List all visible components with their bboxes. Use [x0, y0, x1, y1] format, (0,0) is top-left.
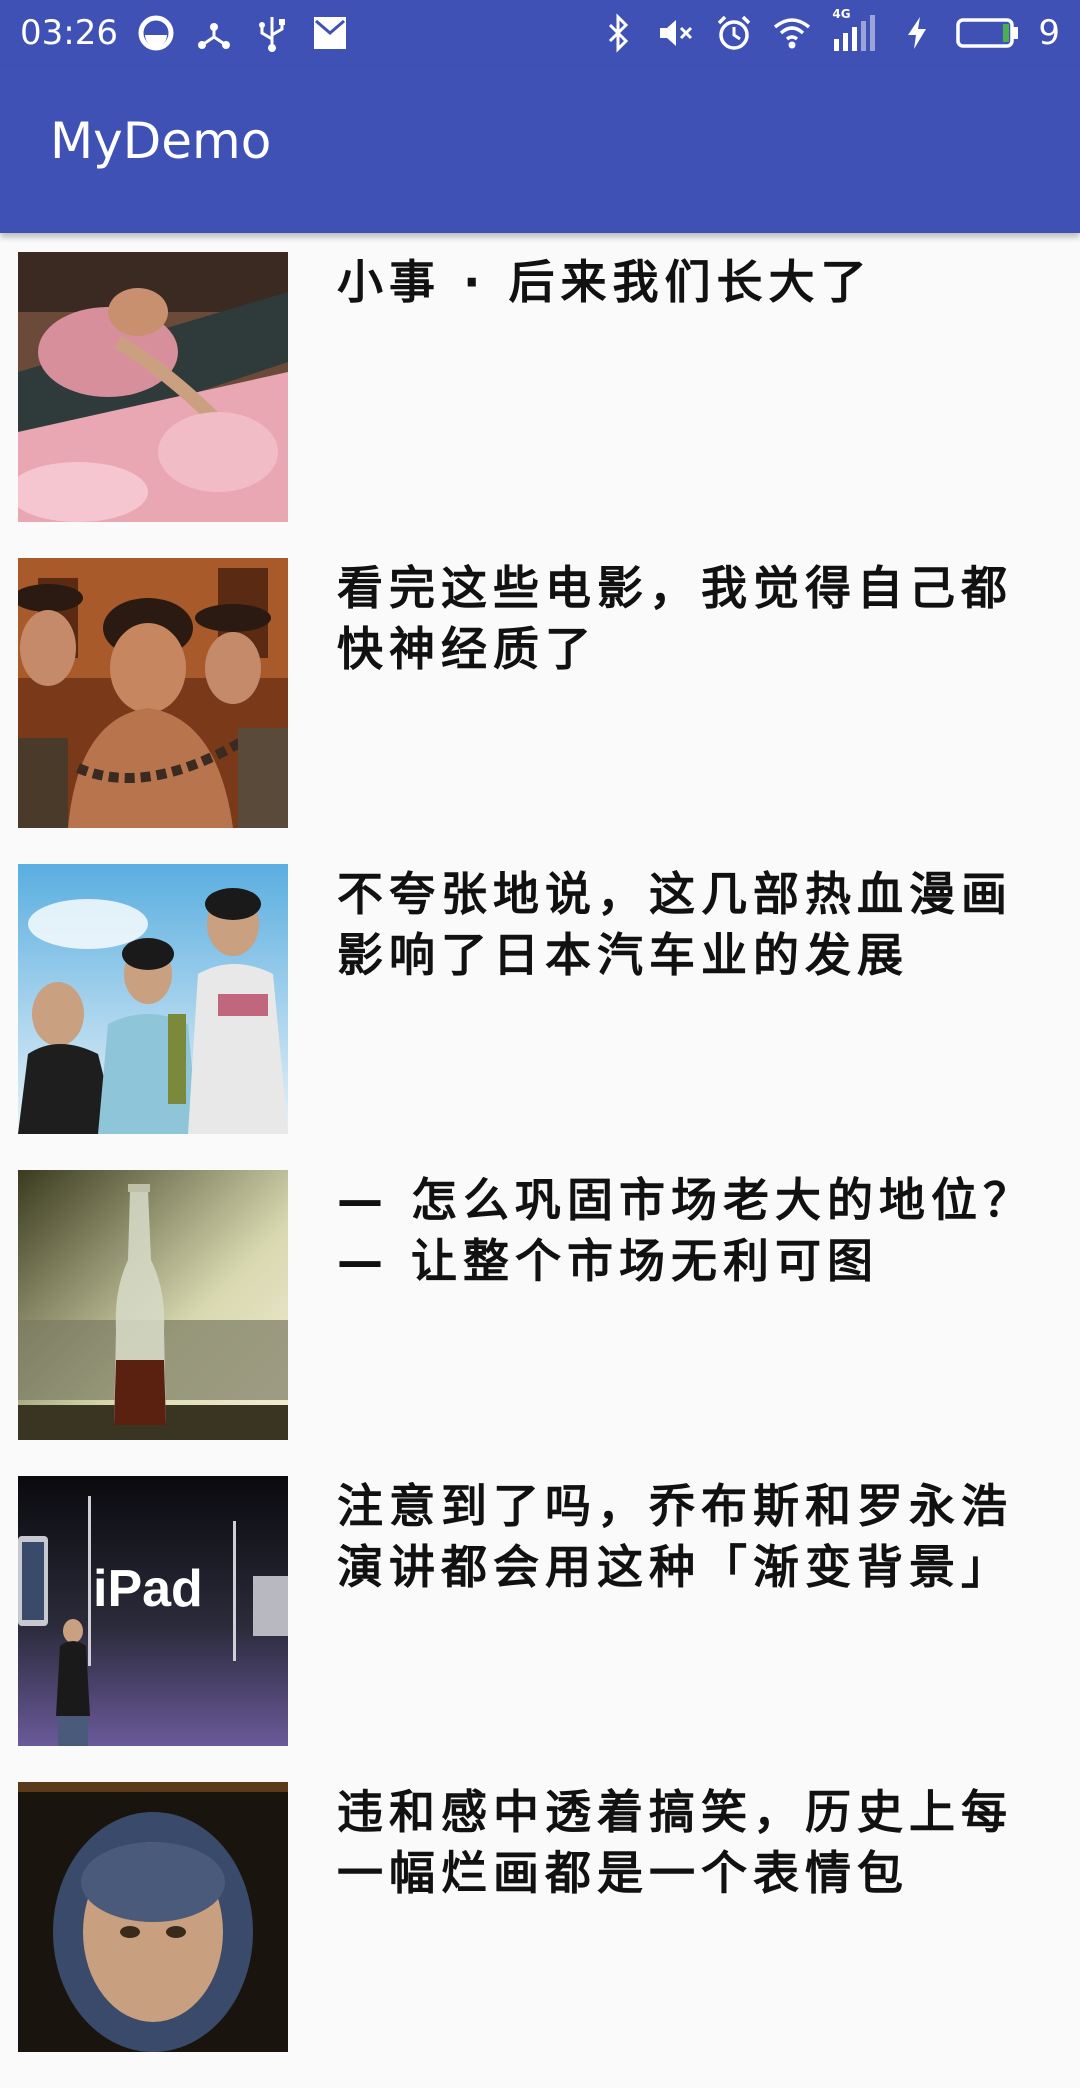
list-item[interactable]: 看完这些电影，我觉得自己都快神经质了	[0, 558, 1080, 864]
photo-cola-bottle-icon	[18, 1170, 288, 1440]
charging-icon	[898, 13, 938, 53]
dots-circle-icon	[136, 13, 176, 53]
article-thumbnail	[18, 1782, 288, 2052]
list-item[interactable]: — 怎么巩固市场老大的地位？ — 让整个市场无利可图	[0, 1170, 1080, 1476]
photo-ipad-keynote-icon: iPad	[18, 1476, 288, 1746]
article-thumbnail: iPad	[18, 1476, 288, 1746]
article-title: 不夸张地说，这几部热血漫画影响了日本汽车业的发展	[337, 867, 1013, 982]
article-title: 小事 · 后来我们长大了	[337, 255, 873, 309]
article-thumbnail	[18, 252, 288, 522]
article-list: 小事 · 后来我们长大了 看完这些电影，我觉得自己都快神经质了	[0, 252, 1080, 2088]
photo-three-young-men-icon	[18, 864, 288, 1134]
list-item[interactable]: iPad 注意到了吗，乔布斯和罗永浩演讲都会用这种「渐变背景」	[0, 1476, 1080, 1782]
photo-sleeping-child-icon	[18, 252, 288, 522]
app-bar: MyDemo	[0, 66, 1080, 233]
alarm-icon	[714, 13, 754, 53]
status-bar-left: 03:26	[20, 13, 350, 53]
article-thumbnail	[18, 1170, 288, 1440]
status-bar-right: 4G 9	[598, 7, 1060, 53]
article-thumbnail	[18, 864, 288, 1134]
mail-icon	[310, 13, 350, 53]
article-title: 违和感中透着搞笑，历史上每一幅烂画都是一个表情包	[337, 1785, 1013, 1900]
signal-icon: 4G	[830, 7, 880, 53]
network-type-label: 4G	[832, 7, 851, 21]
list-item[interactable]: 违和感中透着搞笑，历史上每一幅烂画都是一个表情包	[0, 1782, 1080, 2088]
article-title: — 怎么巩固市场老大的地位？ — 让整个市场无利可图	[337, 1173, 1036, 1288]
status-bar: 03:26	[0, 0, 1080, 66]
wifi-icon	[772, 13, 812, 53]
status-time: 03:26	[20, 13, 118, 53]
article-title: 注意到了吗，乔布斯和罗永浩演讲都会用这种「渐变背景」	[337, 1479, 1013, 1594]
battery-level: 9	[1038, 13, 1060, 53]
usb-tether-icon	[194, 13, 234, 53]
photo-movie-prisoner-icon	[18, 558, 288, 828]
mute-icon	[656, 13, 696, 53]
article-title: 看完这些电影，我觉得自己都快神经质了	[337, 561, 1013, 676]
article-thumbnail	[18, 558, 288, 828]
photo-old-painting-icon	[18, 1782, 288, 2052]
svg-text:iPad: iPad	[93, 1560, 203, 1618]
bluetooth-icon	[598, 13, 638, 53]
usb-icon	[252, 13, 292, 53]
battery-icon	[956, 13, 1020, 53]
list-item[interactable]: 不夸张地说，这几部热血漫画影响了日本汽车业的发展	[0, 864, 1080, 1170]
app-title: MyDemo	[50, 111, 272, 170]
list-item[interactable]: 小事 · 后来我们长大了	[0, 252, 1080, 558]
